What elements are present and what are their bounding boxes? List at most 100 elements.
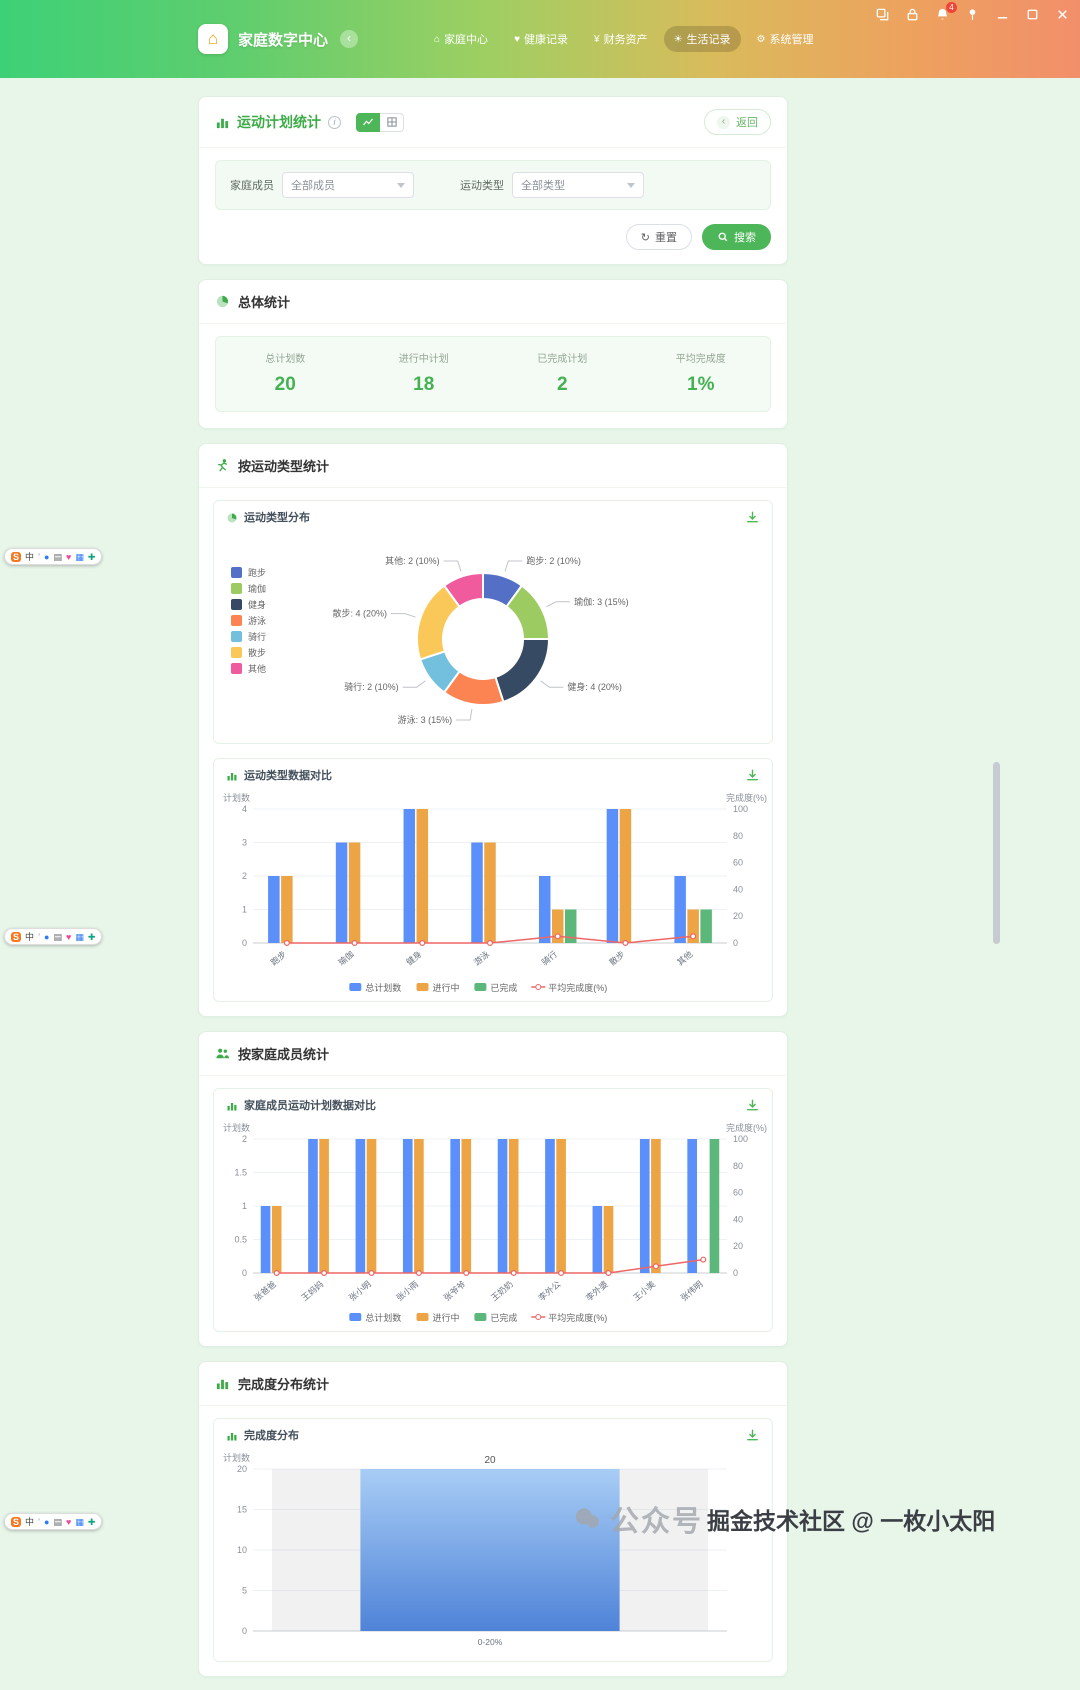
apps-icon[interactable]: ▦ <box>75 931 84 942</box>
tools-icon[interactable]: ✚ <box>87 1516 96 1527</box>
favorites-icon[interactable]: ♥ <box>65 931 72 942</box>
svg-text:完成度(%): 完成度(%) <box>726 792 767 803</box>
svg-text:0: 0 <box>242 1626 247 1636</box>
sidebar-collapse-button[interactable]: ‹ <box>340 30 359 48</box>
search-icon <box>717 231 729 243</box>
svg-text:0: 0 <box>242 938 247 948</box>
chinese-mode-icon[interactable]: 中 <box>25 931 35 942</box>
nav-item-finance[interactable]: ¥ 财务资产 <box>584 26 658 52</box>
svg-text:其他: 2 (10%): 其他: 2 (10%) <box>385 555 440 566</box>
chart-title: 运动类型分布 <box>244 512 310 524</box>
type-distribution-donut-chart[interactable]: 跑步: 2 (10%) 瑜伽: 3 (15%) 健身: 4 (20%) 游泳: 3 (… <box>214 533 772 743</box>
ime-toolbar[interactable]: S 中’ ● ▤ ♥ ▦ ✚ <box>4 928 103 945</box>
svg-text:进行中: 进行中 <box>433 982 460 993</box>
ime-toolbar[interactable]: S 中’ ● ▤ ♥ ▦ ✚ <box>4 1513 103 1530</box>
punctuation-icon[interactable]: ’ <box>38 551 41 562</box>
punctuation-icon[interactable]: ’ <box>38 1516 41 1527</box>
svg-text:平均完成度(%): 平均完成度(%) <box>548 982 607 993</box>
svg-text:40: 40 <box>733 1214 743 1224</box>
download-icon[interactable] <box>745 510 760 525</box>
svg-text:60: 60 <box>733 1188 743 1198</box>
app-header: 4 ⌂ 家庭数字中心 ‹ ⌂ 家庭中心 ♥ 健康记录 ¥ 财务资产 ☀ 生活记录 ⚙ 系统管理 <box>0 0 1080 78</box>
mic-icon[interactable]: ● <box>44 551 50 562</box>
svg-text:张爷爷: 张爷爷 <box>442 1279 468 1303</box>
mic-icon[interactable]: ● <box>44 931 50 942</box>
download-icon[interactable] <box>745 768 760 783</box>
tools-icon[interactable]: ✚ <box>87 931 96 942</box>
type-filter: 运动类型 全部类型 <box>460 172 644 198</box>
svg-text:骑行: 骑行 <box>540 949 560 968</box>
apps-icon[interactable]: ▦ <box>75 1516 84 1527</box>
sogou-icon[interactable]: S <box>11 931 22 942</box>
notification-badge: 4 <box>946 2 957 13</box>
member-select[interactable]: 全部成员 <box>282 172 414 198</box>
chart-header: 运动类型数据对比 <box>214 759 772 791</box>
favorites-icon[interactable]: ♥ <box>65 551 72 562</box>
apps-icon[interactable]: ▦ <box>75 551 84 562</box>
nav-item-home[interactable]: ⌂ 家庭中心 <box>424 26 498 52</box>
info-icon[interactable]: i <box>328 115 341 129</box>
layers-icon[interactable] <box>875 7 890 22</box>
chinese-mode-icon[interactable]: 中 <box>25 551 35 562</box>
completion-bar-chart[interactable]: 0 5 10 15 20 计划数 20 0-20% <box>214 1451 772 1661</box>
keyboard-icon[interactable]: ▤ <box>53 1516 62 1527</box>
member-comparison-bar-chart[interactable]: 0 0.5 1 1.5 2 0 20 40 60 80 100 计划数 完成度(%) 张爸爸 王妈妈 张小明张… <box>214 1121 772 1331</box>
search-button[interactable]: 搜索 <box>702 224 771 250</box>
svg-text:20: 20 <box>484 1455 496 1466</box>
svg-text:王妈妈: 王妈妈 <box>299 1279 325 1303</box>
close-button[interactable] <box>1055 7 1070 22</box>
sogou-icon[interactable]: S <box>11 1516 22 1527</box>
chart-mode-toggle <box>356 112 404 132</box>
keyboard-icon[interactable]: ▤ <box>53 931 62 942</box>
nav-item-health[interactable]: ♥ 健康记录 <box>504 26 578 52</box>
svg-text:80: 80 <box>733 1161 743 1171</box>
download-icon[interactable] <box>745 1098 760 1113</box>
svg-text:1.5: 1.5 <box>234 1168 247 1178</box>
by-member-card: 按家庭成员统计 家庭成员运动计划数据对比 0 0.5 1 1.5 2 0 20 40 60 80 1… <box>198 1031 788 1347</box>
reset-button[interactable]: ↻ 重置 <box>625 224 692 250</box>
finance-icon: ¥ <box>594 33 600 45</box>
pin-icon[interactable] <box>965 7 980 22</box>
nav-label: 财务资产 <box>603 34 648 46</box>
svg-text:20: 20 <box>733 1241 743 1251</box>
type-comparison-bar-chart[interactable]: 0 1 2 3 4 0 20 40 60 80 100 计划数 完成度(%) 跑步 瑜伽 健身 游泳 骑行 散步 其他… <box>214 791 772 1001</box>
line-view-toggle[interactable] <box>356 112 380 132</box>
nav-item-life[interactable]: ☀ 生活记录 <box>663 26 741 52</box>
sogou-icon[interactable]: S <box>11 551 22 562</box>
mic-icon[interactable]: ● <box>44 1516 50 1527</box>
refresh-icon: ↻ <box>640 231 650 244</box>
punctuation-icon[interactable]: ’ <box>38 931 41 942</box>
nav-item-system[interactable]: ⚙ 系统管理 <box>747 26 824 52</box>
lock-icon[interactable] <box>905 7 920 22</box>
type-select[interactable]: 全部类型 <box>512 172 644 198</box>
svg-text:2: 2 <box>242 1134 247 1144</box>
svg-text:其他: 其他 <box>675 949 695 968</box>
keyboard-icon[interactable]: ▤ <box>53 551 62 562</box>
stat-avg: 平均完成度 1% <box>632 350 771 396</box>
favorites-icon[interactable]: ♥ <box>65 1516 72 1527</box>
table-view-toggle[interactable] <box>380 112 404 132</box>
ime-toolbar[interactable]: S 中’ ● ▤ ♥ ▦ ✚ <box>4 548 103 565</box>
nav-label: 生活记录 <box>686 34 731 46</box>
back-button[interactable]: ‹ 返回 <box>704 109 771 135</box>
svg-text:散步: 4 (20%): 散步: 4 (20%) <box>332 608 387 619</box>
chinese-mode-icon[interactable]: 中 <box>25 1516 35 1527</box>
svg-text:0.5: 0.5 <box>234 1235 247 1245</box>
svg-text:100: 100 <box>733 1134 748 1144</box>
nav-label: 系统管理 <box>769 34 814 46</box>
svg-text:健身: 健身 <box>248 599 266 610</box>
bar-chart-icon <box>215 115 230 130</box>
tools-icon[interactable]: ✚ <box>87 551 96 562</box>
maximize-button[interactable] <box>1025 7 1040 22</box>
stat-active: 进行中计划 18 <box>355 350 494 396</box>
bar-chart-icon <box>226 1429 238 1441</box>
download-icon[interactable] <box>745 1428 760 1443</box>
svg-text:散步: 散步 <box>607 949 626 968</box>
svg-text:瑜伽: 瑜伽 <box>336 949 355 968</box>
bar-chart-icon <box>215 1376 230 1391</box>
minimize-button[interactable] <box>995 7 1010 22</box>
scrollbar-thumb[interactable] <box>993 762 1000 944</box>
bell-icon[interactable]: 4 <box>935 2 957 22</box>
svg-text:李外婆: 李外婆 <box>584 1279 610 1303</box>
